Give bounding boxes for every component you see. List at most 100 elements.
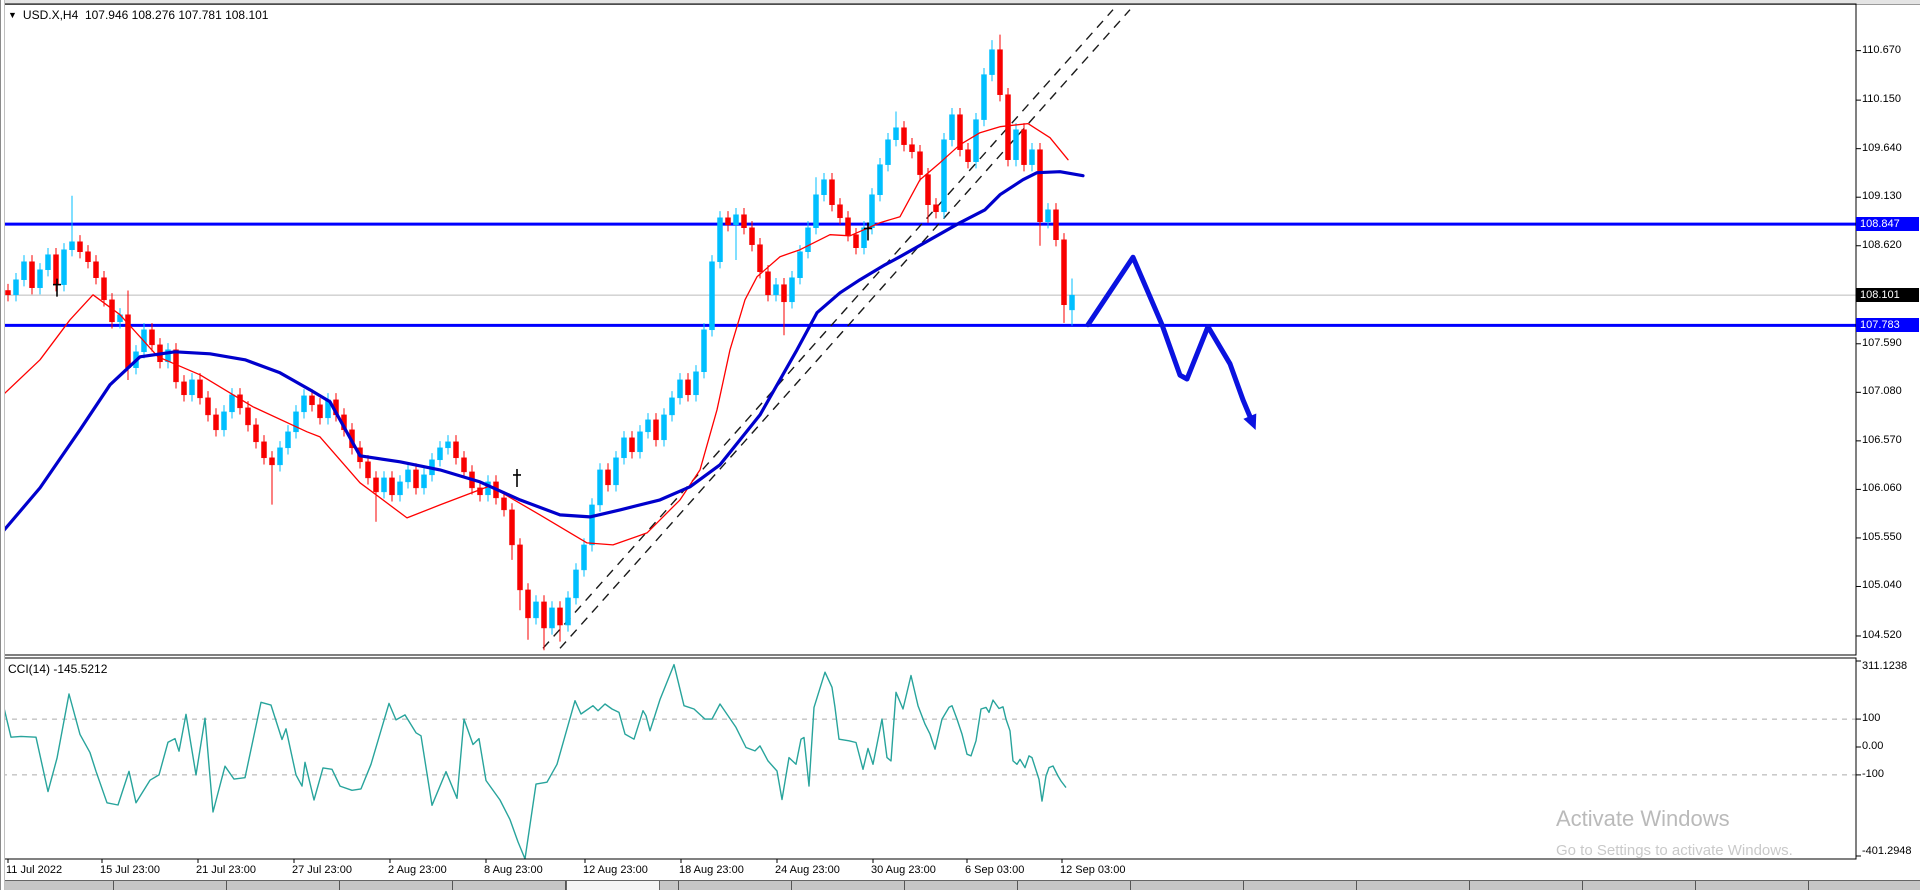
candle-body — [269, 457, 275, 466]
scrollbar-tick — [565, 881, 566, 890]
candle-body — [933, 204, 939, 213]
candle-body — [981, 74, 987, 120]
time-axis-label: 12 Sep 03:00 — [1060, 864, 1126, 876]
candle-body — [925, 174, 931, 205]
price-axis-label: 108.620 — [1862, 238, 1902, 251]
cci-axis-label: 0.00 — [1862, 739, 1884, 752]
candle-body — [69, 241, 75, 250]
time-axis-label: 15 Jul 23:00 — [100, 864, 160, 876]
dashed-trendline[interactable] — [559, 9, 1131, 649]
candle-body — [957, 114, 963, 150]
candle-body — [373, 477, 379, 493]
candle-body — [829, 179, 835, 205]
scrollbar-tick — [1469, 881, 1470, 890]
candle-body — [437, 447, 443, 461]
candle-body — [1045, 209, 1051, 223]
candle-body — [821, 179, 827, 195]
scrollbar-tick — [904, 881, 905, 890]
candle-body — [725, 217, 731, 225]
scrollbar-tick — [113, 881, 114, 890]
candle-body — [813, 194, 819, 229]
candle-body — [797, 251, 803, 278]
candle-body — [509, 509, 515, 546]
candle-body — [517, 544, 523, 591]
candle-body — [29, 261, 35, 288]
candle-body — [877, 164, 883, 195]
candle-body — [189, 379, 195, 396]
time-axis-label: 12 Aug 23:00 — [583, 864, 648, 876]
candle-body — [965, 149, 971, 162]
symbol-dropdown-icon[interactable]: ▼ — [8, 10, 17, 20]
scrollbar-tick — [1582, 881, 1583, 890]
projection-arrow-line[interactable] — [1085, 254, 1254, 422]
candle-body — [997, 49, 1003, 95]
candle-body — [45, 254, 51, 270]
candle-body — [461, 457, 467, 473]
candle-body — [765, 271, 771, 296]
scrollbar-thumb[interactable] — [566, 881, 660, 890]
cci-series-line — [3, 663, 1067, 860]
candle-body — [477, 487, 483, 496]
candle-body — [261, 441, 267, 459]
scrollbar-tick — [1695, 881, 1696, 890]
price-axis-label: 104.520 — [1862, 628, 1902, 641]
candle-body — [413, 469, 419, 489]
candle-body — [1037, 149, 1043, 223]
candle-body — [717, 217, 723, 262]
candle-body — [405, 469, 411, 483]
candle-body — [365, 461, 371, 479]
candle-body — [13, 279, 19, 296]
price-axis-label: 105.040 — [1862, 579, 1902, 592]
price-marker-box: 108.847 — [1856, 217, 1919, 232]
chart-title: ▼ USD.X,H4 107.946 108.276 107.781 108.10… — [8, 8, 268, 22]
time-axis-label: 24 Aug 23:00 — [775, 864, 840, 876]
scrollbar-tick — [1808, 881, 1809, 890]
candle-body — [653, 419, 659, 441]
scrollbar-tick — [678, 881, 679, 890]
candle-body — [5, 290, 11, 296]
ma-fast-red-line — [2, 122, 1069, 546]
candle-body — [885, 139, 891, 165]
scrollbar-tick — [452, 881, 453, 890]
candle-body — [869, 194, 875, 229]
dashed-trendline[interactable] — [542, 9, 1114, 649]
candle-body — [565, 597, 571, 626]
candle-body — [773, 284, 779, 296]
time-axis-label: 27 Jul 23:00 — [292, 864, 352, 876]
ohlc-values: 107.946 108.276 107.781 108.101 — [84, 8, 269, 22]
cci-indicator-label: CCI(14) -145.5212 — [8, 662, 108, 676]
cci-axis-label: -401.2948 — [1862, 845, 1912, 857]
candle-body — [973, 119, 979, 162]
scrollbar-tick — [226, 881, 227, 890]
candle-body — [781, 284, 787, 303]
candle-body — [661, 414, 667, 441]
candle-body — [229, 394, 235, 413]
candle-body — [669, 397, 675, 416]
price-axis-label: 110.670 — [1862, 43, 1901, 56]
candle-body — [621, 437, 627, 459]
candle-body — [685, 379, 691, 396]
candle-body — [1021, 129, 1027, 165]
price-axis-label: 106.060 — [1862, 482, 1902, 495]
ohlc-spacer — [78, 8, 85, 22]
candle-body — [917, 151, 923, 175]
cci-axis-label: 100 — [1862, 712, 1881, 725]
symbol-period-label: USD.X,H4 — [22, 8, 79, 22]
bottom-scrollbar-strip[interactable] — [0, 880, 1920, 890]
candle-body — [1061, 239, 1067, 306]
projection-arrowhead-icon[interactable] — [1243, 413, 1257, 431]
candle-body — [181, 381, 187, 396]
candle-body — [445, 441, 451, 449]
scrollbar-tick — [1017, 881, 1018, 890]
candle-body — [789, 277, 795, 303]
candle-body — [909, 144, 915, 152]
candle-body — [93, 261, 99, 278]
candle-body — [709, 261, 715, 331]
candle-body — [581, 544, 587, 571]
scrollbar-tick — [1356, 881, 1357, 890]
candle-body — [605, 469, 611, 486]
price-axis-label: 110.150 — [1862, 93, 1901, 106]
candle-body — [1069, 294, 1075, 311]
candle-body — [541, 601, 547, 629]
